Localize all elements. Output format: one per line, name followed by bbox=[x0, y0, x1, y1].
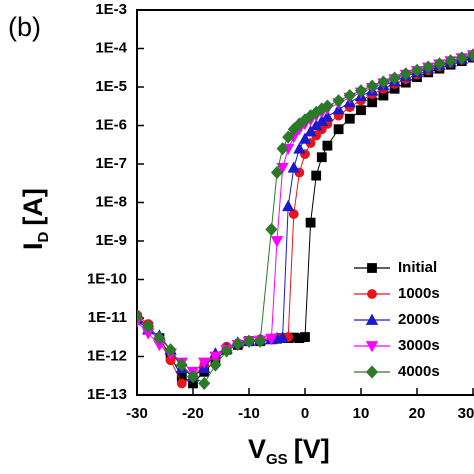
data-point bbox=[265, 333, 278, 346]
data-point bbox=[433, 57, 446, 71]
legend-label: 4000s bbox=[398, 363, 440, 380]
legend-marker bbox=[365, 313, 379, 325]
data-point bbox=[288, 209, 299, 219]
data-point bbox=[377, 75, 390, 89]
data-point bbox=[220, 344, 233, 358]
data-point bbox=[265, 222, 278, 237]
data-point bbox=[333, 124, 344, 135]
data-point bbox=[175, 358, 188, 372]
data-point bbox=[176, 378, 187, 389]
data-point bbox=[321, 99, 334, 113]
legend-label: Initial bbox=[398, 259, 437, 276]
plot-area bbox=[137, 48, 474, 391]
legend-label: 2000s bbox=[398, 311, 440, 328]
data-point bbox=[270, 165, 284, 180]
data-point bbox=[231, 337, 244, 351]
data-point bbox=[270, 236, 284, 248]
data-point bbox=[367, 97, 378, 108]
data-point bbox=[209, 358, 222, 372]
data-point bbox=[322, 140, 333, 151]
x-tick-label: 0 bbox=[301, 405, 309, 422]
data-point bbox=[186, 370, 200, 384]
data-point bbox=[198, 357, 211, 369]
data-point bbox=[242, 334, 256, 348]
data-point bbox=[293, 142, 306, 154]
data-point bbox=[455, 51, 468, 65]
y-tick-label: 1E-8 bbox=[95, 193, 127, 210]
y-tick-label: 1E-6 bbox=[95, 116, 127, 133]
x-label-unit: [V] bbox=[294, 434, 330, 464]
data-point bbox=[276, 331, 289, 343]
data-point bbox=[366, 79, 379, 93]
panel-label: (b) bbox=[8, 12, 41, 42]
y-tick-label: 1E-3 bbox=[95, 1, 127, 18]
x-label-sub: GS bbox=[266, 451, 288, 468]
data-point bbox=[356, 105, 366, 116]
data-point bbox=[422, 60, 435, 74]
data-point bbox=[276, 142, 289, 156]
legend-marker bbox=[365, 341, 379, 353]
data-point bbox=[298, 132, 312, 144]
y-axis-label: ID [A] bbox=[18, 188, 52, 250]
x-tick-label: -20 bbox=[182, 405, 204, 422]
data-point bbox=[164, 343, 177, 357]
x-tick-label: 30 bbox=[458, 405, 474, 422]
data-point bbox=[343, 88, 356, 103]
data-point bbox=[388, 71, 401, 85]
data-point bbox=[287, 161, 300, 173]
data-point bbox=[276, 162, 289, 175]
data-point bbox=[153, 331, 166, 345]
y-label-sub: D bbox=[35, 231, 52, 242]
x-axis-label: VGS [V] bbox=[248, 434, 330, 468]
data-point bbox=[300, 332, 310, 342]
data-point bbox=[410, 63, 424, 77]
data-point bbox=[399, 67, 412, 81]
y-tick-label: 1E-12 bbox=[87, 347, 127, 364]
data-point bbox=[311, 170, 322, 181]
y-tick-label: 1E-9 bbox=[95, 232, 127, 249]
data-point bbox=[321, 110, 334, 122]
legend-marker bbox=[365, 365, 379, 379]
x-tick-label: -10 bbox=[238, 405, 260, 422]
y-tick-label: 1E-13 bbox=[87, 386, 127, 403]
data-point bbox=[444, 54, 457, 68]
data-point bbox=[254, 334, 267, 348]
y-tick-label: 1E-4 bbox=[95, 39, 127, 56]
data-point bbox=[305, 217, 316, 228]
x-tick-label: 10 bbox=[353, 405, 370, 422]
data-point bbox=[282, 199, 295, 212]
y-tick-label: 1E-5 bbox=[95, 78, 127, 95]
y-tick-label: 1E-11 bbox=[88, 309, 127, 326]
y-label-unit: [A] bbox=[18, 188, 48, 225]
y-label-main: I bbox=[18, 242, 48, 250]
data-point bbox=[137, 309, 144, 323]
data-point bbox=[316, 152, 327, 163]
legend-label: 3000s bbox=[398, 337, 440, 354]
data-point bbox=[466, 48, 474, 62]
data-point bbox=[209, 351, 222, 363]
y-tick-label: 1E-7 bbox=[95, 155, 127, 172]
y-tick-label: 1E-10 bbox=[87, 270, 127, 287]
data-point bbox=[332, 94, 345, 108]
data-point bbox=[344, 113, 355, 124]
legend-marker bbox=[367, 263, 377, 273]
x-tick-label: -30 bbox=[126, 405, 148, 422]
data-point bbox=[142, 319, 155, 334]
data-point bbox=[304, 125, 317, 137]
legend-marker bbox=[367, 289, 377, 299]
data-point bbox=[198, 376, 211, 391]
x-tick-label: 20 bbox=[409, 405, 426, 422]
data-point bbox=[282, 130, 295, 144]
legend-label: 1000s bbox=[398, 285, 440, 302]
x-label-main: V bbox=[248, 434, 266, 464]
data-point bbox=[354, 84, 368, 98]
